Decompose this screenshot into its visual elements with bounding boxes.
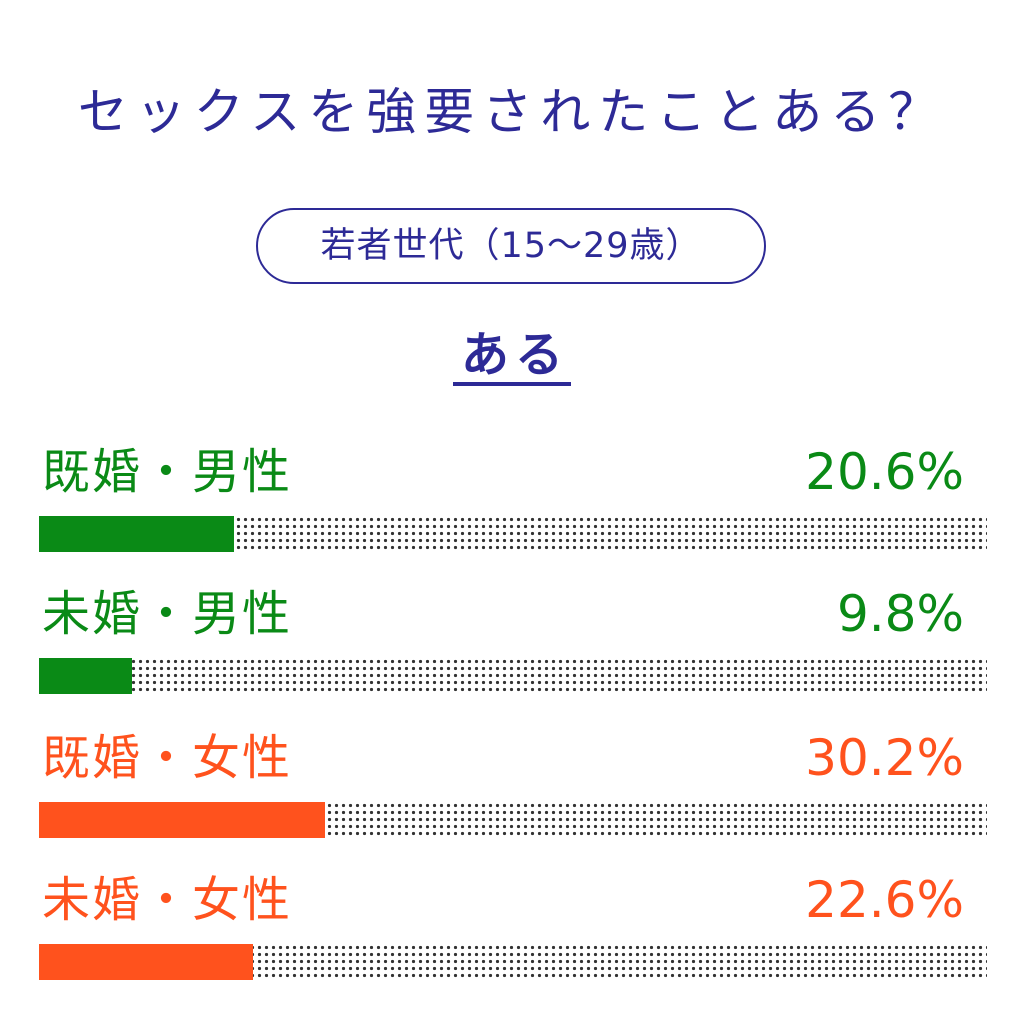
category-label: 未婚・女性 (42, 872, 293, 928)
category-label: 既婚・女性 (42, 730, 293, 786)
answer-subtitle-text: ある (452, 328, 571, 386)
bar-track (39, 516, 987, 552)
value-label: 30.2% (805, 729, 964, 787)
value-label: 20.6% (805, 443, 964, 501)
bar-track (39, 658, 987, 694)
bar-fill (39, 802, 326, 838)
bar-fill (39, 944, 254, 980)
category-label: 既婚・男性 (42, 444, 293, 500)
bar-track (39, 802, 987, 838)
value-label: 22.6% (805, 871, 964, 929)
answer-subtitle: ある (0, 328, 1024, 396)
chart-title: セックスを強要されたことある？ (77, 83, 947, 141)
bar-fill (39, 658, 132, 694)
age-group-badge: 若者世代（15〜29歳） (256, 208, 766, 284)
value-label: 9.8% (836, 585, 964, 643)
category-label: 未婚・男性 (42, 586, 293, 642)
bar-fill (39, 516, 235, 552)
bar-track (39, 944, 987, 980)
